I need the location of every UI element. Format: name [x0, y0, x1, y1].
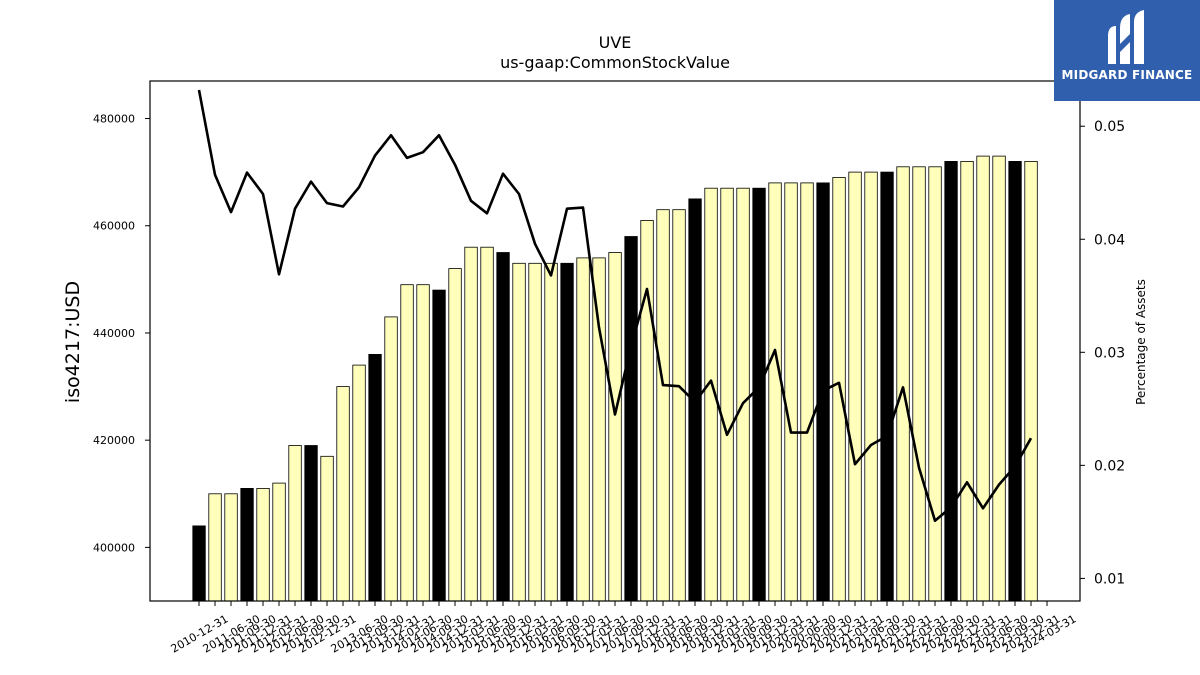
- bar: [736, 187, 750, 602]
- bar: [752, 187, 766, 602]
- bar: [592, 257, 606, 602]
- bar: [672, 209, 686, 602]
- bar: [880, 171, 894, 602]
- bar: [992, 155, 1006, 602]
- bar: [528, 262, 542, 602]
- y2-tick-label: 0.05: [1094, 119, 1125, 135]
- bar: [976, 155, 990, 602]
- bar: [304, 445, 318, 602]
- midgard-finance-logo: MIDGARD FINANCE: [1054, 0, 1200, 101]
- bar: [544, 262, 558, 602]
- bar: [288, 445, 302, 602]
- bar: [720, 187, 734, 602]
- bar: [400, 284, 414, 602]
- bar: [800, 182, 814, 602]
- bar: [336, 386, 350, 602]
- line-layer: [197, 89, 1033, 523]
- bar: [848, 171, 862, 602]
- bar: [448, 268, 462, 602]
- bar: [768, 182, 782, 602]
- bar: [512, 262, 526, 602]
- bar: [224, 493, 238, 602]
- bar: [208, 493, 222, 602]
- logo-text: MIDGARD FINANCE: [1061, 68, 1193, 82]
- bar: [192, 525, 206, 602]
- y-tick-label: 460000: [93, 220, 135, 233]
- bar: [496, 252, 510, 602]
- bar: [912, 166, 926, 602]
- y-axis-label: iso4217:USD: [62, 281, 84, 403]
- bar: [944, 160, 958, 602]
- bar: [896, 166, 910, 602]
- bar: [416, 284, 430, 602]
- bar: [368, 353, 382, 602]
- bar: [320, 455, 334, 602]
- bar: [1008, 160, 1022, 602]
- chart-title: UVE: [599, 33, 632, 52]
- y2-tick-label: 0.03: [1094, 345, 1125, 361]
- bar: [784, 182, 798, 602]
- bar: [656, 209, 670, 602]
- bar: [560, 262, 574, 602]
- bar: [480, 246, 494, 602]
- bar: [464, 246, 478, 602]
- bar: [352, 364, 366, 602]
- bar: [608, 252, 622, 602]
- y2-axis: 0.01 0.02 0.03 0.04 0.05: [1080, 119, 1125, 587]
- y-axis: 400000 420000 440000 460000 480000: [93, 113, 150, 554]
- y2-tick-label: 0.02: [1094, 458, 1125, 474]
- bar: [624, 236, 638, 602]
- x-axis: 2010-12-312011-06-302011-09-302011-12-31…: [169, 601, 1079, 656]
- bar: [384, 316, 398, 602]
- bar: [432, 289, 446, 602]
- y2-tick-label: 0.04: [1094, 232, 1125, 248]
- y-tick-label: 480000: [93, 113, 135, 126]
- bar: [640, 219, 654, 602]
- bar: [576, 257, 590, 602]
- bar: [928, 166, 942, 602]
- y-tick-label: 420000: [93, 434, 135, 447]
- bar: [256, 487, 270, 602]
- bar: [240, 487, 254, 602]
- y-tick-label: 440000: [93, 327, 135, 340]
- y2-axis-label: Percentage of Assets: [1134, 279, 1148, 405]
- y2-tick-label: 0.01: [1094, 571, 1125, 587]
- midgard-logo-icon: [1108, 10, 1144, 64]
- pct-of-assets-line: [197, 89, 1033, 523]
- bar: [864, 171, 878, 602]
- bars-layer: [192, 155, 1038, 602]
- bar: [960, 160, 974, 602]
- chart-subtitle: us-gaap:CommonStockValue: [500, 53, 730, 72]
- y-tick-label: 400000: [93, 541, 135, 554]
- bar: [272, 482, 286, 602]
- bar: [1024, 160, 1038, 602]
